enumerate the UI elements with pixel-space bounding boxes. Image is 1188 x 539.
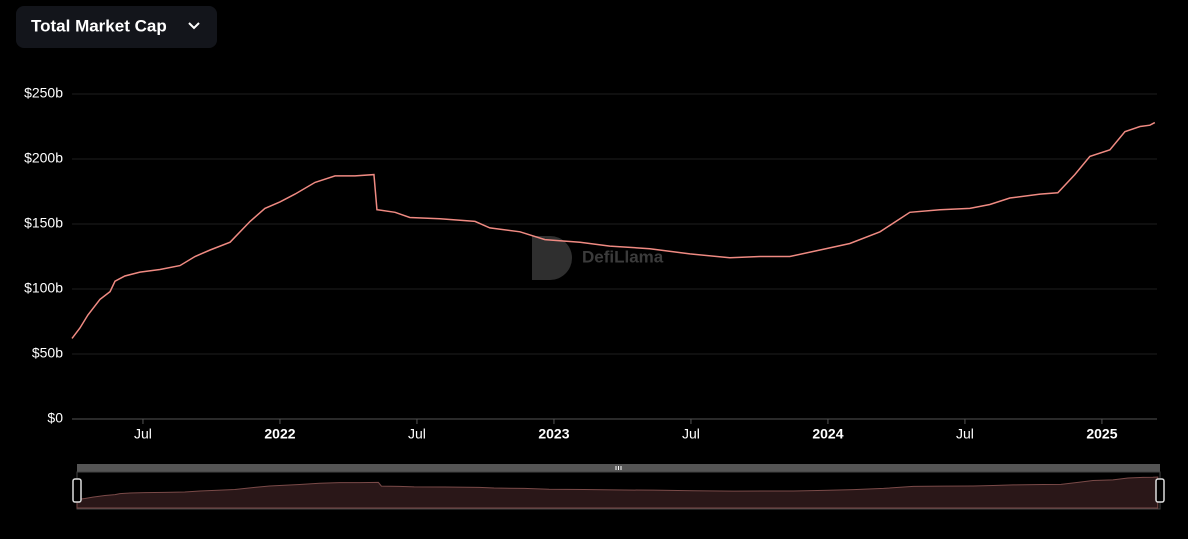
watermark: DefiLlama xyxy=(532,236,664,280)
x-tick-label: 2023 xyxy=(538,426,569,442)
y-tick-label: $250b xyxy=(24,85,63,101)
range-handle[interactable] xyxy=(1155,478,1165,503)
y-tick-label: $200b xyxy=(24,150,63,166)
range-handle[interactable] xyxy=(72,478,82,503)
overview-area xyxy=(76,476,1159,509)
metric-selector[interactable] xyxy=(16,6,217,48)
x-tick-label: Jul xyxy=(956,426,974,442)
x-tick-label: 2022 xyxy=(264,426,295,442)
y-tick-label: $0 xyxy=(47,410,63,426)
x-tick-label: 2025 xyxy=(1086,426,1117,442)
x-tick-label: Jul xyxy=(408,426,426,442)
y-tick-label: $150b xyxy=(24,215,63,231)
x-tick-label: Jul xyxy=(134,426,152,442)
dropdown-icon[interactable] xyxy=(188,22,200,30)
y-tick-label: $50b xyxy=(32,345,63,361)
y-tick-label: $100b xyxy=(24,280,63,296)
line xyxy=(71,121,1156,339)
x-tick-label: 2024 xyxy=(812,426,843,442)
x-tick-label: Jul xyxy=(682,426,700,442)
watermark-text: DefiLlama xyxy=(582,247,664,266)
range-grip[interactable] xyxy=(615,466,622,470)
chart-title[interactable]: Total Market Cap xyxy=(31,16,167,35)
watermark-logo xyxy=(532,236,572,280)
